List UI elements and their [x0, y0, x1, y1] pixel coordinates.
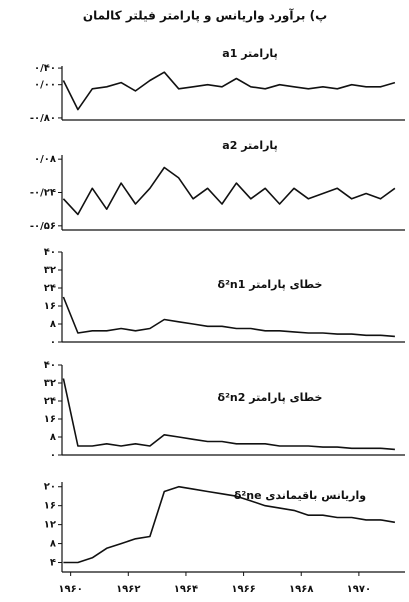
- y-tick-label: ۰/۰۰: [34, 80, 56, 91]
- figure-title: پ) برآورد واریانس و پارامتر فیلتر کالمان: [83, 8, 327, 24]
- panel-label: پارامتر a1: [222, 47, 277, 60]
- y-tick-label: ۱۶: [44, 414, 56, 425]
- panel-label: خطای پارامتر δ²n1: [218, 278, 323, 291]
- x-tick-label: ۱۹۶۴: [174, 584, 198, 595]
- x-tick-label: ۱۹۷۰: [347, 584, 371, 595]
- y-tick-label: ۴۰: [44, 360, 56, 371]
- y-tick-label: ۰/۴۰: [34, 63, 56, 74]
- panel-label: خطای پارامتر δ²n2: [218, 391, 323, 404]
- y-tick-label: ۲۴: [44, 396, 56, 407]
- y-tick-label: ۸: [50, 539, 56, 550]
- x-tick-label: ۱۹۶۶: [231, 584, 255, 595]
- y-tick-label: ۴۰: [44, 247, 56, 258]
- y-tick-label: ۰: [50, 337, 56, 348]
- panel-label: پارامتر a2: [222, 139, 277, 152]
- y-tick-label: ۳۲: [44, 265, 56, 276]
- x-tick-label: ۱۹۶۲: [116, 584, 140, 595]
- x-tick-label: ۱۹۶۰: [58, 584, 82, 595]
- y-tick-label: ۸: [50, 319, 56, 330]
- x-tick-label: ۱۹۶۸: [289, 584, 313, 595]
- y-tick-label: ۴: [50, 558, 56, 569]
- data-line: [62, 296, 395, 338]
- data-line: [63, 485, 396, 564]
- panel-label: واریانس باقیماندی δ²ne: [234, 489, 366, 502]
- y-tick-label: ۰/۰۸: [34, 154, 56, 165]
- data-line: [62, 166, 396, 216]
- y-tick-label: ۲۰: [44, 482, 56, 493]
- data-line: [62, 71, 396, 111]
- y-tick-label: ۰: [50, 450, 56, 461]
- y-tick-label: ۱۶: [44, 301, 56, 312]
- y-tick-label: ۸: [50, 432, 56, 443]
- y-tick-label: ۲۴: [44, 283, 56, 294]
- y-tick-label: ۱۶: [44, 501, 56, 512]
- y-tick-label: ۱۲: [44, 520, 56, 531]
- y-tick-label: -۰/۵۶: [30, 221, 56, 232]
- y-tick-label: -۰/۸۰: [30, 113, 56, 124]
- y-tick-label: ۳۲: [44, 378, 56, 389]
- data-line: [62, 378, 395, 451]
- y-tick-label: -۰/۲۴: [30, 188, 56, 199]
